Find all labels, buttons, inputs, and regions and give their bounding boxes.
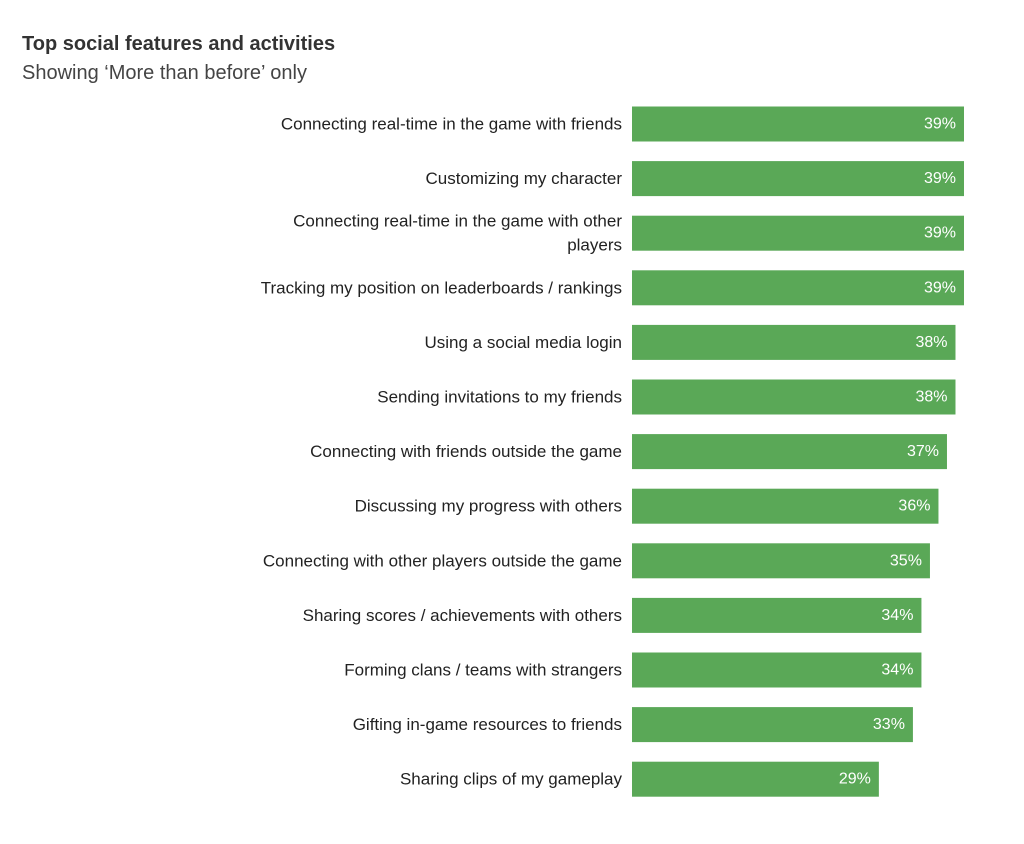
value-label-8: 35%: [890, 552, 922, 569]
bar-4: [632, 324, 956, 360]
bar-3: [632, 270, 964, 306]
value-label-4: 38%: [915, 334, 947, 351]
bar-8: [632, 543, 930, 579]
bar-0: [632, 106, 964, 142]
category-label-11: Gifting in-game resources to friends: [353, 715, 622, 734]
chart-title: Top social features and activities: [22, 33, 336, 55]
value-label-3: 39%: [924, 279, 956, 296]
value-label-5: 38%: [915, 389, 947, 406]
value-label-9: 34%: [881, 607, 913, 624]
category-label-12: Sharing clips of my gameplay: [400, 770, 623, 789]
value-label-10: 34%: [881, 662, 913, 679]
value-label-0: 39%: [924, 116, 956, 133]
bar-9: [632, 597, 922, 633]
value-label-6: 37%: [907, 443, 939, 460]
category-label-9: Sharing scores / achievements with other…: [303, 606, 622, 625]
value-label-12: 29%: [839, 771, 871, 788]
bar-10: [632, 652, 922, 688]
category-label-0: Connecting real-time in the game with fr…: [281, 115, 622, 134]
bar-1: [632, 161, 964, 197]
category-label-6: Connecting with friends outside the game: [310, 442, 622, 461]
value-label-11: 33%: [873, 716, 905, 733]
category-label-1: Customizing my character: [425, 169, 622, 188]
value-label-7: 36%: [898, 498, 930, 515]
category-label-2-line-0: Connecting real-time in the game with ot…: [293, 212, 622, 231]
category-label-7: Discussing my progress with others: [355, 497, 622, 516]
chart-subtitle: Showing ‘More than before’ only: [22, 62, 307, 84]
category-label-4: Using a social media login: [425, 333, 623, 352]
bar-11: [632, 707, 913, 743]
category-label-8: Connecting with other players outside th…: [263, 551, 622, 570]
value-label-1: 39%: [924, 170, 956, 187]
bar-2: [632, 215, 964, 251]
bar-7: [632, 488, 939, 524]
bar-6: [632, 434, 947, 470]
category-label-10: Forming clans / teams with strangers: [344, 661, 622, 680]
category-label-3: Tracking my position on leaderboards / r…: [261, 278, 622, 297]
category-label-2-line-1: players: [567, 236, 622, 255]
bar-12: [632, 761, 879, 797]
value-label-2: 39%: [924, 225, 956, 242]
category-label-5: Sending invitations to my friends: [377, 388, 622, 407]
bar-5: [632, 379, 956, 415]
